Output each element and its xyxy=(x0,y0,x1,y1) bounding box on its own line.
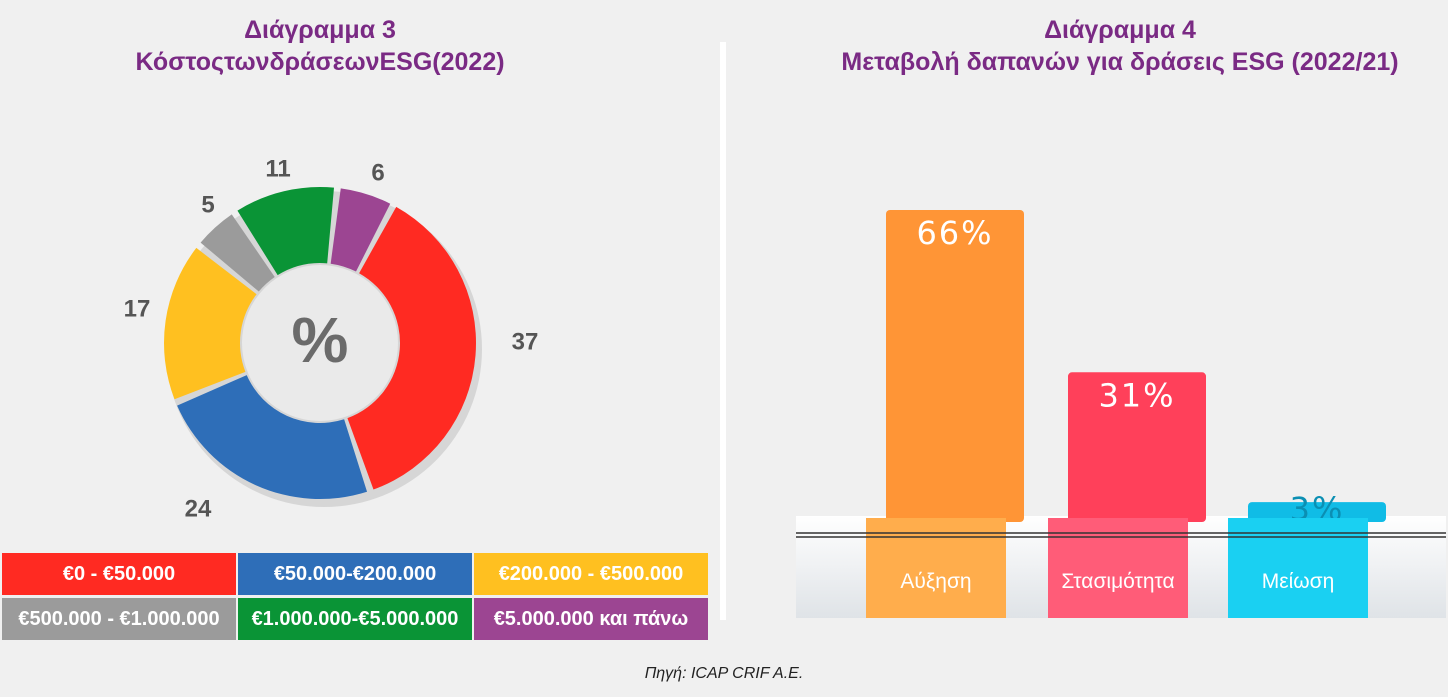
donut-legend: €0 - €50.000 €50.000-€200.000 €200.000 - €… xyxy=(2,553,708,643)
legend-item: €0 - €50.000 xyxy=(2,553,236,595)
donut-value-label: 17 xyxy=(124,295,151,322)
legend-item: €1.000.000-€5.000.000 xyxy=(238,598,472,640)
donut-value-label: 37 xyxy=(512,328,539,355)
category-block xyxy=(1228,518,1368,618)
donut-slice xyxy=(200,214,275,292)
bar xyxy=(1068,372,1206,522)
chart4-title-line1: Διάγραμμα 4 xyxy=(1044,16,1196,44)
chart4-title-line2: Μεταβολή δαπανών για δράσεις ESG (2022/2… xyxy=(841,48,1399,76)
panel-divider xyxy=(720,42,726,620)
donut-slice xyxy=(177,375,368,500)
bar xyxy=(1248,502,1386,522)
legend-item: €5.000.000 και πάνω xyxy=(474,598,708,640)
donut-slice xyxy=(330,188,391,272)
donut-slice xyxy=(347,206,477,490)
bar-value-label: 66% xyxy=(916,214,993,252)
legend-item: €500.000 - €1.000.000 xyxy=(2,598,236,640)
donut-chart: 37 24 17 5 11 6% xyxy=(124,155,539,522)
chart4-title: Διάγραμμα 4 Μεταβολή δαπανών για δράσεις… xyxy=(780,14,1448,78)
bar xyxy=(886,210,1024,522)
donut-center-label: % xyxy=(292,304,349,376)
chart3-title-line1: Διάγραμμα 3 xyxy=(244,16,396,44)
source-note: Πηγή: ICAP CRIF A.E. xyxy=(644,665,804,682)
chart3-title: Διάγραμμα 3 ΚόστοςτωνδράσεωνESG(2022) xyxy=(90,14,550,78)
donut-value-label: 6 xyxy=(371,159,384,186)
donut-slice xyxy=(237,187,335,276)
donut-value-label: 5 xyxy=(201,191,214,218)
legend-item: €50.000-€200.000 xyxy=(238,553,472,595)
category-label: Αύξηση xyxy=(900,570,971,593)
donut-value-label: 24 xyxy=(185,495,212,522)
category-label: Μείωση xyxy=(1262,570,1335,593)
chart3-title-line2: ΚόστοςτωνδράσεωνESG(2022) xyxy=(135,48,505,76)
category-block xyxy=(866,518,1006,618)
category-block xyxy=(1048,518,1188,618)
category-label: Στασιμότητα xyxy=(1061,570,1174,593)
legend-item: €200.000 - €500.000 xyxy=(474,553,708,595)
donut-value-label: 11 xyxy=(265,155,290,182)
bar-value-label: 31% xyxy=(1098,376,1175,414)
donut-slice xyxy=(164,247,257,400)
